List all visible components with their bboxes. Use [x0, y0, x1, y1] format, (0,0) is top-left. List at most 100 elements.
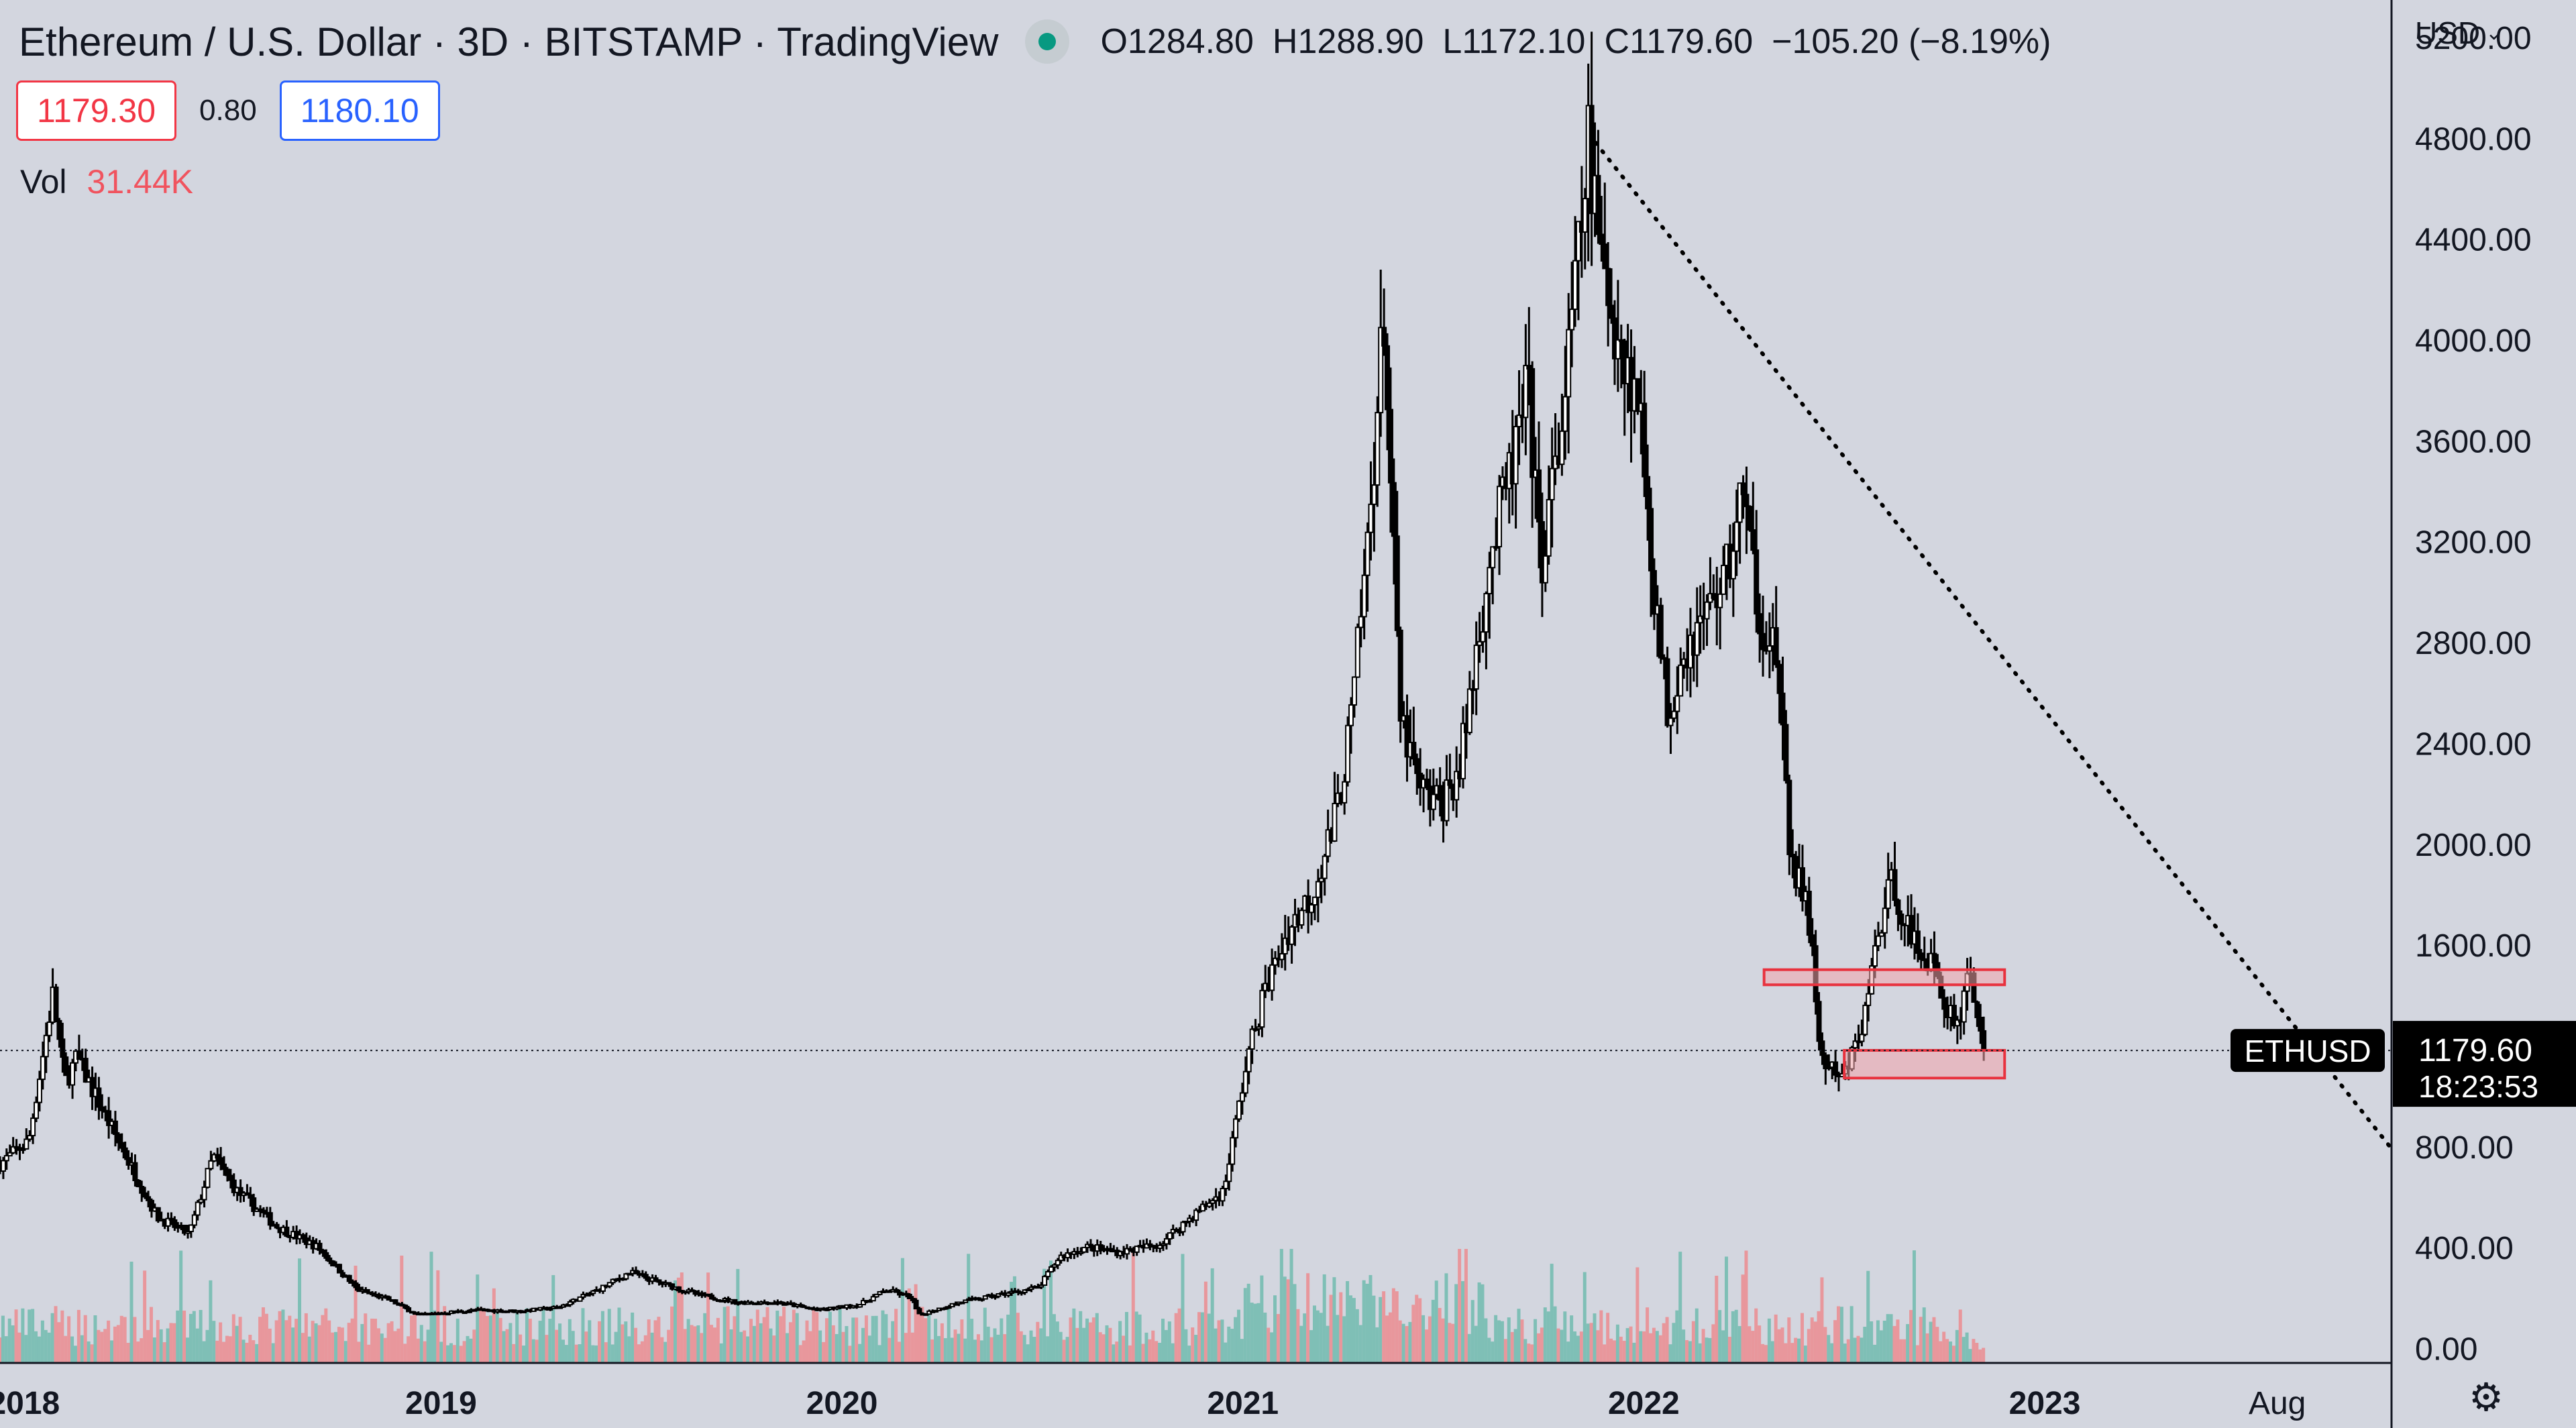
volume-bar [1491, 1341, 1495, 1363]
candle-body [1595, 174, 1601, 235]
volume-bar [166, 1328, 170, 1363]
candle-body [1065, 1252, 1071, 1258]
volume-bar [861, 1327, 865, 1363]
volume-bar [700, 1333, 704, 1363]
candle-body [1318, 877, 1324, 883]
volume-bar [749, 1319, 753, 1363]
candle-body [1981, 1030, 1987, 1052]
volume-bar [140, 1338, 144, 1363]
symbol-title[interactable]: Ethereum / U.S. Dollar · 3D · BITSTAMP ·… [19, 19, 999, 64]
candle-body [718, 1299, 724, 1303]
volume-bar [1576, 1335, 1580, 1363]
buy-price-button[interactable]: 1180.10 [279, 80, 440, 141]
volume-bar [712, 1327, 716, 1363]
volume-bar [1036, 1321, 1040, 1363]
volume-bar [17, 1332, 21, 1363]
volume-bar [1339, 1292, 1343, 1363]
candle-body [910, 1297, 916, 1301]
price-tick-label: 1600.00 [2415, 928, 2532, 964]
volume-bar [1227, 1326, 1231, 1363]
volume-bar [1646, 1307, 1650, 1363]
chart-header: Ethereum / U.S. Dollar · 3D · BITSTAMP ·… [19, 15, 2051, 68]
volume-bar [215, 1340, 219, 1363]
volume-bar [950, 1337, 954, 1363]
volume-bar [1978, 1349, 1982, 1363]
volume-bar [1260, 1275, 1264, 1363]
chevron-down-icon: ⌄ [2485, 21, 2503, 44]
volume-bar [1603, 1344, 1607, 1363]
candle-body [1411, 741, 1417, 760]
volume-bar [1596, 1330, 1600, 1363]
volume-bar [452, 1345, 456, 1363]
volume-bar [561, 1339, 565, 1363]
symbol-tag [2231, 1029, 2385, 1073]
volume-bar [222, 1341, 226, 1363]
candle-body [1311, 896, 1318, 905]
volume-bar [133, 1317, 137, 1363]
volume-bar [538, 1321, 542, 1363]
candle-body [244, 1192, 250, 1196]
volume-bar [261, 1307, 265, 1363]
candle-body [1852, 1040, 1858, 1049]
volume-legend[interactable]: Vol 31.44K [20, 162, 193, 201]
candle-body [148, 1199, 154, 1212]
volume-bar [891, 1321, 895, 1363]
volume-bar [245, 1342, 249, 1363]
volume-bar [1431, 1299, 1435, 1363]
quote-row: 1179.30 0.80 1180.10 [16, 80, 440, 141]
volume-bar [614, 1331, 618, 1363]
volume-bar [881, 1310, 885, 1363]
candle-body [1236, 1100, 1242, 1120]
candle-body [1635, 378, 1641, 413]
volume-bar [1731, 1311, 1735, 1363]
sell-price-button[interactable]: 1179.30 [16, 80, 177, 141]
volume-bar [792, 1309, 796, 1363]
candle-body [1180, 1221, 1186, 1233]
volume-bar [1029, 1330, 1033, 1363]
volume-bar [743, 1330, 747, 1363]
candle-body [1915, 930, 1921, 954]
volume-bar [1000, 1318, 1004, 1363]
volume-bar [1167, 1321, 1171, 1363]
volume-bar [1932, 1317, 1936, 1363]
volume-bar [1879, 1330, 1883, 1363]
gear-icon[interactable]: ⚙ [2469, 1376, 2504, 1419]
candle-body [23, 1138, 30, 1150]
volume-bar [1860, 1337, 1864, 1363]
volume-bar [189, 1313, 193, 1363]
candle-body [1490, 546, 1496, 569]
volume-bar [1823, 1327, 1827, 1363]
candle-body [1602, 243, 1608, 270]
candle-body [1674, 695, 1680, 712]
volume-bar [1082, 1327, 1086, 1363]
candle-body [1414, 758, 1420, 774]
candle-body [1833, 1061, 1839, 1076]
volume-bar [1965, 1332, 1969, 1363]
volume-bar [1112, 1344, 1116, 1363]
candle-body [1473, 645, 1479, 690]
volume-bar [1833, 1320, 1837, 1363]
candle-body [1809, 934, 1815, 947]
volume-bar [1810, 1317, 1814, 1363]
candle-body [1776, 663, 1782, 694]
volume-bar [1906, 1324, 1910, 1363]
candle-body [1309, 903, 1315, 914]
candle-body [1358, 616, 1364, 628]
change-value: −105.20 (−8.19%) [1772, 22, 2051, 61]
volume-bar [1599, 1310, 1603, 1363]
volume-bar [924, 1318, 928, 1363]
volume-bar [390, 1321, 394, 1363]
volume-bar [759, 1323, 763, 1363]
volume-bar [508, 1323, 513, 1363]
volume-bar [900, 1258, 904, 1363]
time-tick-label: Aug [2249, 1386, 2306, 1421]
volume-bar [1741, 1274, 1745, 1363]
volume-bar [1876, 1320, 1880, 1363]
currency-selector[interactable]: USD ⌄ [2415, 15, 2502, 51]
volume-bar [1678, 1252, 1682, 1363]
volume-bar [1075, 1327, 1079, 1363]
volume-bar [1398, 1320, 1402, 1363]
time-tick-label: 2021 [1207, 1386, 1279, 1421]
volume-bar [67, 1316, 71, 1363]
